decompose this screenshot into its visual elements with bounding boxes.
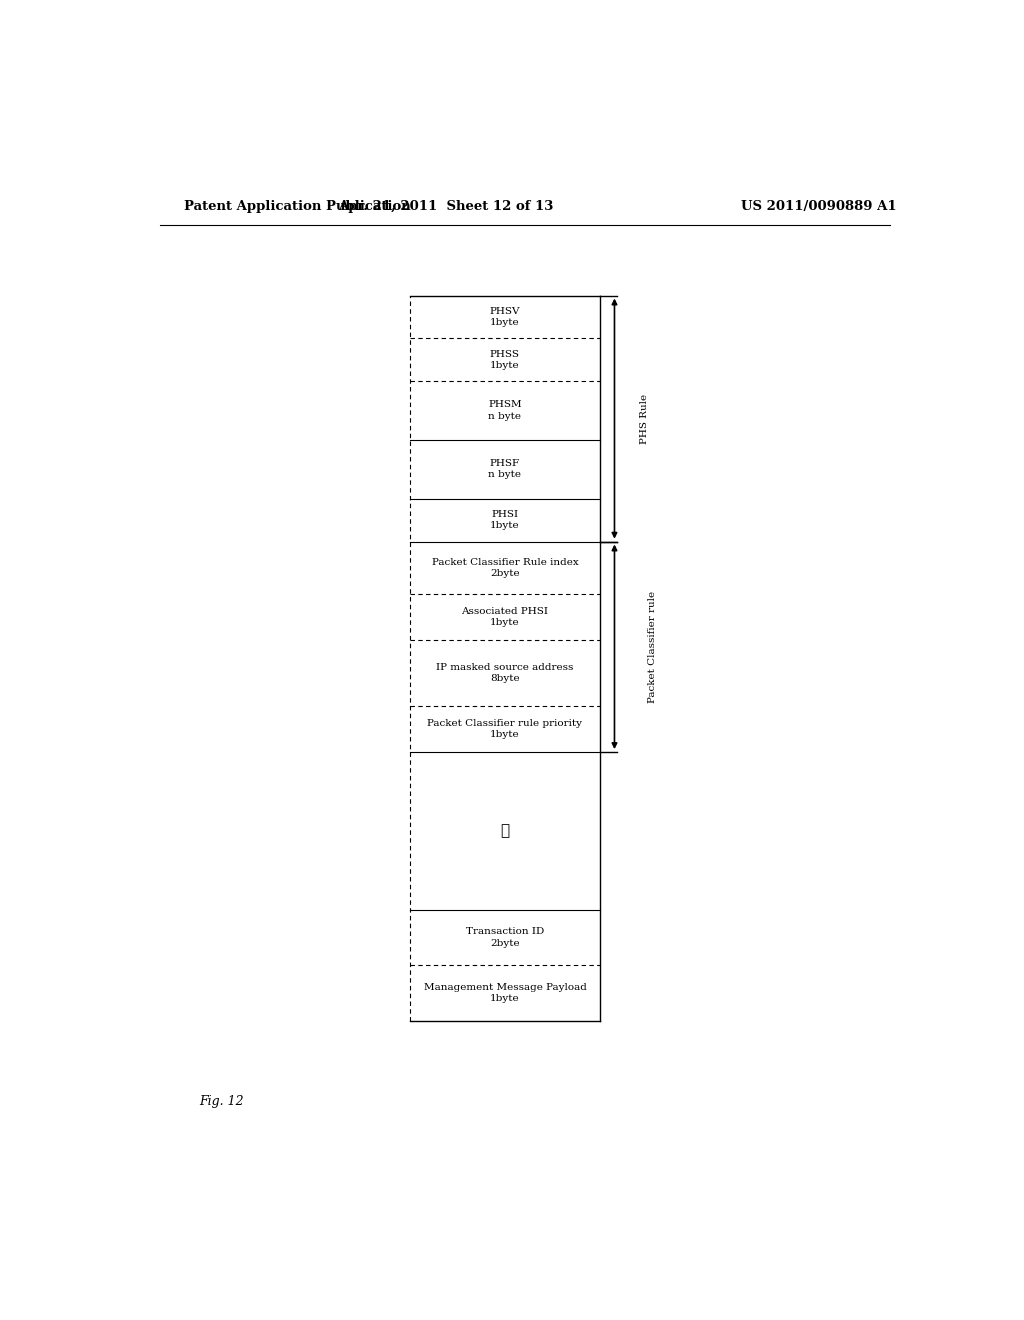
Text: PHSI
1byte: PHSI 1byte xyxy=(490,511,520,531)
Text: PHS Rule: PHS Rule xyxy=(640,393,649,444)
Text: US 2011/0090889 A1: US 2011/0090889 A1 xyxy=(740,199,896,213)
Text: Packet Classifier rule: Packet Classifier rule xyxy=(648,591,657,702)
Text: Transaction ID
2byte: Transaction ID 2byte xyxy=(466,928,544,948)
Text: PHSS
1byte: PHSS 1byte xyxy=(489,350,520,370)
Text: Patent Application Publication: Patent Application Publication xyxy=(183,199,411,213)
Text: ⋯: ⋯ xyxy=(501,824,510,838)
Text: PHSM
n byte: PHSM n byte xyxy=(488,400,522,421)
Text: Apr. 21, 2011  Sheet 12 of 13: Apr. 21, 2011 Sheet 12 of 13 xyxy=(338,199,553,213)
Text: Packet Classifier Rule index
2byte: Packet Classifier Rule index 2byte xyxy=(431,558,579,578)
Text: Fig. 12: Fig. 12 xyxy=(200,1096,244,1107)
Text: Associated PHSI
1byte: Associated PHSI 1byte xyxy=(462,607,549,627)
Text: PHSF
n byte: PHSF n byte xyxy=(488,459,521,479)
Text: Management Message Payload
1byte: Management Message Payload 1byte xyxy=(424,983,587,1003)
Text: PHSV
1byte: PHSV 1byte xyxy=(489,308,520,327)
Text: Packet Classifier rule priority
1byte: Packet Classifier rule priority 1byte xyxy=(427,719,583,739)
Text: IP masked source address
8byte: IP masked source address 8byte xyxy=(436,663,573,684)
